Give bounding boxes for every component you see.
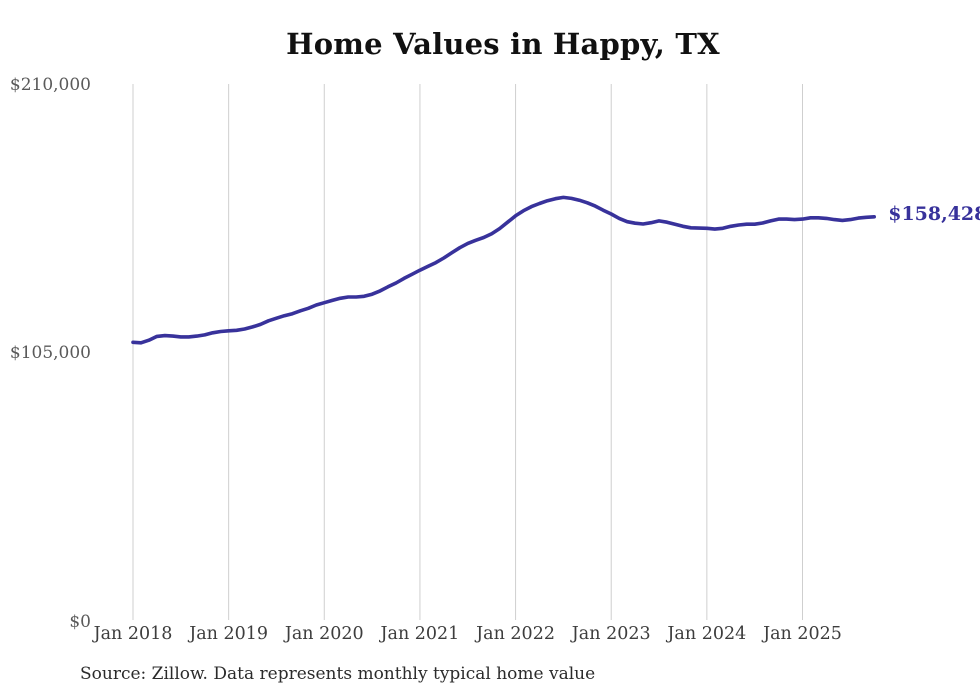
x-tick-label: Jan 2021 bbox=[380, 624, 460, 644]
y-tick-label: $105,000 bbox=[9, 343, 91, 364]
home-value-line-series bbox=[131, 195, 876, 345]
x-tick-label: Jan 2022 bbox=[476, 624, 555, 644]
x-tick-label: Jan 2018 bbox=[93, 624, 173, 644]
vertical-gridlines bbox=[132, 84, 803, 620]
y-tick-label: $0 bbox=[69, 611, 91, 632]
source-note: Source: Zillow. Data represents monthly … bbox=[80, 664, 596, 684]
x-tick-label: Jan 2019 bbox=[189, 624, 269, 644]
x-tick-label: Jan 2020 bbox=[284, 624, 364, 644]
x-tick-label: Jan 2025 bbox=[763, 624, 842, 644]
y-tick-label: $210,000 bbox=[9, 75, 91, 95]
chart-title: Home Values in Happy, TX bbox=[286, 27, 720, 61]
x-tick-label: Jan 2024 bbox=[667, 624, 747, 644]
latest-value-label: $158,428 bbox=[888, 202, 980, 225]
x-tick-label: Jan 2023 bbox=[571, 624, 651, 644]
